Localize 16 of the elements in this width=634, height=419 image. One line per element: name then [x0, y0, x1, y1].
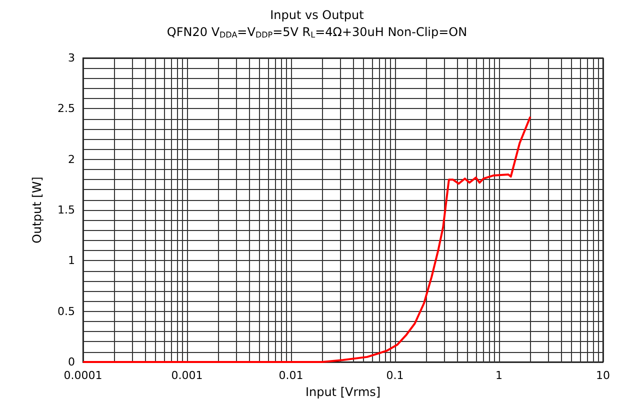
- x-axis-title: Input [Vrms]: [305, 385, 381, 399]
- chart-title: Input vs Output: [270, 8, 364, 22]
- y-tick-label: 0.5: [58, 304, 75, 318]
- y-tick-label: 1: [68, 254, 75, 268]
- x-tick-label: 1: [496, 369, 502, 382]
- y-tick-label: 0: [68, 356, 75, 368]
- x-tick-label: 0.0001: [64, 369, 102, 382]
- x-tick-label: 0.1: [386, 369, 404, 382]
- x-tick-label: 10: [596, 369, 610, 382]
- y-tick-label: 1.5: [58, 204, 75, 216]
- x-tick-label: 0.001: [171, 369, 203, 382]
- y-axis-title: Output [W]: [30, 176, 44, 244]
- y-tick-label: 2.5: [58, 102, 75, 116]
- y-tick-label: 2: [68, 152, 75, 166]
- y-tick-label: 3: [68, 52, 75, 64]
- x-tick-label: 0.01: [278, 369, 304, 382]
